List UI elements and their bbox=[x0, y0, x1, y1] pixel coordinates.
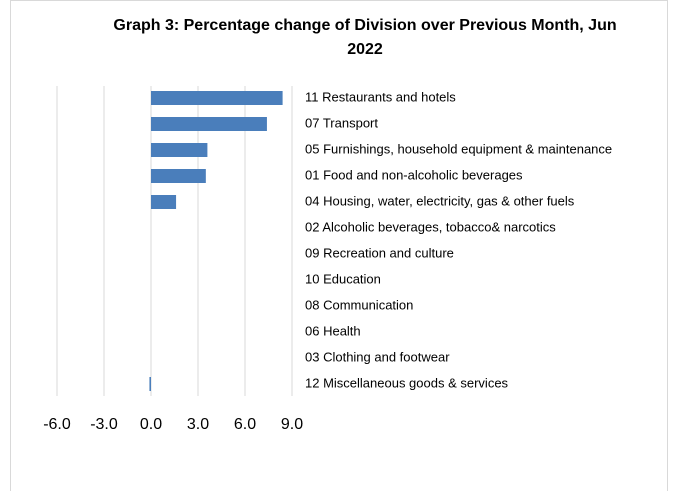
x-tick-label: -6.0 bbox=[43, 416, 71, 433]
bar bbox=[151, 143, 208, 157]
x-tick-label: 3.0 bbox=[187, 416, 209, 433]
bar bbox=[149, 377, 151, 391]
category-label: 07 Transport bbox=[305, 115, 378, 130]
category-label: 04 Housing, water, electricity, gas & ot… bbox=[305, 193, 575, 208]
category-label: 05 Furnishings, household equipment & ma… bbox=[305, 141, 612, 156]
chart-title: Graph 3: Percentage change of Division o… bbox=[113, 17, 617, 58]
bar bbox=[151, 117, 267, 131]
category-label: 11 Restaurants and hotels bbox=[305, 89, 456, 104]
bar bbox=[151, 91, 283, 105]
category-label: 03 Clothing and footwear bbox=[305, 349, 450, 364]
category-label: 06 Health bbox=[305, 323, 361, 338]
category-label: 01 Food and non-alcoholic beverages bbox=[305, 167, 523, 182]
category-label: 02 Alcoholic beverages, tobacco& narcoti… bbox=[305, 219, 556, 234]
x-tick-label: -3.0 bbox=[90, 416, 118, 433]
chart-border bbox=[10, 0, 668, 491]
x-tick-label: 0.0 bbox=[140, 416, 162, 433]
category-label: 12 Miscellaneous goods & services bbox=[305, 375, 509, 390]
category-label: 09 Recreation and culture bbox=[305, 245, 454, 260]
bar bbox=[151, 169, 206, 183]
category-label: 08 Communication bbox=[305, 297, 413, 312]
bar bbox=[151, 195, 177, 209]
x-tick-label: 6.0 bbox=[234, 416, 256, 433]
category-label: 10 Education bbox=[305, 271, 381, 286]
x-tick-label: 9.0 bbox=[281, 416, 303, 433]
